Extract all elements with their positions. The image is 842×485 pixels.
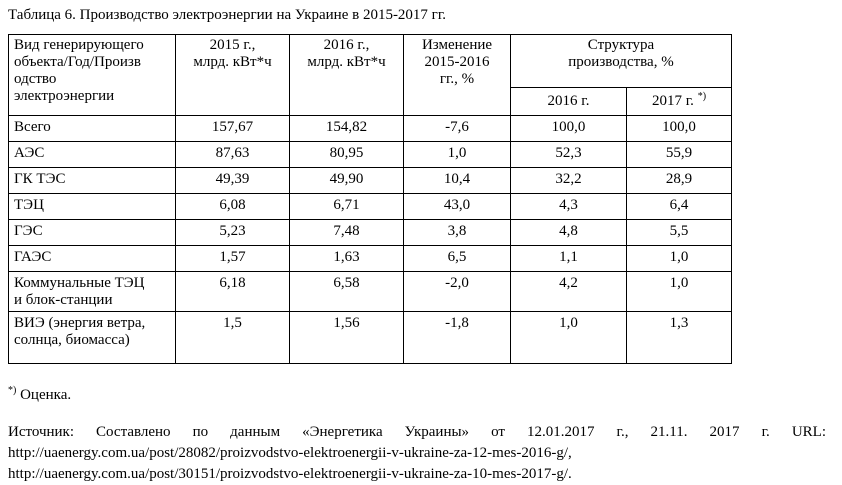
structure-2017-cell: 6,4 [626,193,732,220]
value-2015-cell: 5,23 [175,219,290,246]
value-2015-cell: 87,63 [175,141,290,168]
structure-2016-cell: 4,3 [510,193,627,220]
source-url[interactable]: http://uaenergy.com.ua/post/28082/proizv… [8,445,572,461]
row-object-name-line: солнца, биомасса) [14,332,130,348]
subheader-2017-label: 2017 г. [651,93,694,109]
row-object-name: Коммунальные ТЭЦ и блок-станции [8,271,176,312]
row-object-name: ТЭЦ [8,193,176,220]
structure-2016-cell: 4,8 [510,219,627,246]
row-object-name-line: и блок-станции [14,292,113,308]
value-change-cell: -7,6 [403,115,511,142]
header-object-line: объекта/Год/Произв [14,54,141,70]
header-object-type: Вид генерирующего объекта/Год/Произв одс… [8,34,176,116]
header-change: Изменение 2015-2016 гг., % [403,34,511,116]
row-object-name-line: Коммунальные ТЭЦ [14,275,145,291]
footnote: *) Оценка. [8,385,72,404]
structure-2017-cell: 1,0 [626,245,732,272]
table-row: ГК ТЭС 49,39 49,90 10,4 32,2 28,9 [8,167,732,194]
structure-2017-cell: 1,0 [626,271,732,312]
structure-2017-cell: 100,0 [626,115,732,142]
structure-2016-cell: 4,2 [510,271,627,312]
header-structure: Структура производства, % [510,34,732,88]
structure-2017-cell: 28,9 [626,167,732,194]
value-2015-cell: 1,57 [175,245,290,272]
value-2016-cell: 6,58 [289,271,404,312]
row-object-name: ВИЭ (энергия ветра, солнца, биомасса) [8,311,176,364]
value-2016-cell: 80,95 [289,141,404,168]
row-object-name-line: ГЭС [14,223,43,239]
header-2015-line: млрд. кВт*ч [193,54,272,70]
value-2015-cell: 1,5 [175,311,290,364]
header-object-line: электроэнергии [14,88,115,104]
row-object-name: Всего [8,115,176,142]
value-change-cell: -1,8 [403,311,511,364]
table-row: Всего 157,67 154,82 -7,6 100,0 100,0 [8,115,732,142]
table-row: ГЭС 5,23 7,48 3,8 4,8 5,5 [8,219,732,246]
subheader-row: 2016 г. 2017 г. *) [9,87,732,116]
value-2015-cell: 157,67 [175,115,290,142]
value-change-cell: 3,8 [403,219,511,246]
value-2016-cell: 154,82 [289,115,404,142]
source-line: Источник: Составлено по данным «Энергети… [8,424,826,440]
row-object-name: АЭС [8,141,176,168]
value-change-cell: 10,4 [403,167,511,194]
table-row: ГАЭС 1,57 1,63 6,5 1,1 1,0 [8,245,732,272]
value-2016-cell: 1,56 [289,311,404,364]
value-2015-cell: 6,18 [175,271,290,312]
row-object-name-line: АЭС [14,145,45,161]
value-2016-cell: 49,90 [289,167,404,194]
row-object-name: ГЭС [8,219,176,246]
energy-production-table: Вид генерирующего объекта/Год/Произв одс… [8,34,732,364]
value-2016-cell: 7,48 [289,219,404,246]
value-2016-cell: 6,71 [289,193,404,220]
table-row: Коммунальные ТЭЦ и блок-станции 6,18 6,58 -2… [8,271,732,312]
subheader-2017: 2017 г. *) [626,87,732,116]
header-row: Вид генерирующего объекта/Год/Произв одс… [8,34,732,116]
subheader-2016: 2016 г. [510,87,627,116]
structure-2017-cell: 55,9 [626,141,732,168]
row-object-name-line: Всего [14,119,51,135]
value-change-cell: -2,0 [403,271,511,312]
header-object-line: одство [14,71,57,87]
footnote-marker: *) [8,385,17,396]
header-change-line: Изменение [421,37,493,53]
header-2016-line: млрд. кВт*ч [307,54,386,70]
value-2015-cell: 6,08 [175,193,290,220]
footnote-text: Оценка. [16,387,72,403]
structure-2016-cell: 1,1 [510,245,627,272]
value-change-cell: 6,5 [403,245,511,272]
header-structure-line: Структура [587,37,655,53]
header-change-line: гг., % [439,71,475,87]
header-2016-line: 2016 г., [323,37,370,53]
table-caption: Таблица 6. Производство электроэнергии н… [8,7,447,23]
row-object-name: ГАЭС [8,245,176,272]
value-change-cell: 43,0 [403,193,511,220]
structure-2017-cell: 5,5 [626,219,732,246]
header-2015-line: 2015 г., [209,37,256,53]
table-row: ТЭЦ 6,08 6,71 43,0 4,3 6,4 [8,193,732,220]
value-change-cell: 1,0 [403,141,511,168]
structure-2016-cell: 52,3 [510,141,627,168]
row-object-name-line: ГК ТЭС [14,171,66,187]
structure-2017-cell: 1,3 [626,311,732,364]
structure-2016-cell: 32,2 [510,167,627,194]
header-change-line: 2015-2016 [424,54,490,70]
table-row: АЭС 87,63 80,95 1,0 52,3 55,9 [8,141,732,168]
header-object-line: Вид генерирующего [14,37,144,53]
row-object-name-line: ТЭЦ [14,197,44,213]
row-object-name-line: ГАЭС [14,249,52,265]
row-object-name-line: ВИЭ (энергия ветра, [14,315,146,331]
source-url[interactable]: http://uaenergy.com.ua/post/30151/proizv… [8,466,572,482]
header-structure-line: производства, % [568,54,674,70]
structure-2016-cell: 1,0 [510,311,627,364]
value-2015-cell: 49,39 [175,167,290,194]
table-row: ВИЭ (энергия ветра, солнца, биомасса) 1,5 1… [8,311,732,364]
header-2016: 2016 г., млрд. кВт*ч [289,34,404,116]
header-2015: 2015 г., млрд. кВт*ч [175,34,290,116]
source-note: Источник: Составлено по данным «Энергети… [8,422,826,485]
structure-2016-cell: 100,0 [510,115,627,142]
row-object-name: ГК ТЭС [8,167,176,194]
value-2016-cell: 1,63 [289,245,404,272]
estimate-footnote-marker: *) [697,91,707,102]
